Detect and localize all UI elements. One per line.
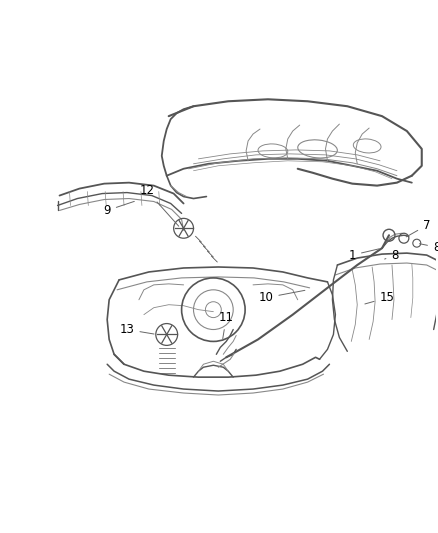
Text: 11: 11 bbox=[218, 311, 233, 338]
Text: 8: 8 bbox=[384, 248, 398, 262]
Text: 8: 8 bbox=[419, 240, 438, 254]
Text: 1: 1 bbox=[348, 248, 378, 262]
Text: 10: 10 bbox=[258, 290, 304, 304]
Text: 13: 13 bbox=[119, 323, 154, 336]
Text: 15: 15 bbox=[364, 291, 394, 304]
Text: 7: 7 bbox=[406, 219, 430, 237]
Text: 9: 9 bbox=[103, 201, 134, 217]
Text: 12: 12 bbox=[139, 184, 178, 226]
